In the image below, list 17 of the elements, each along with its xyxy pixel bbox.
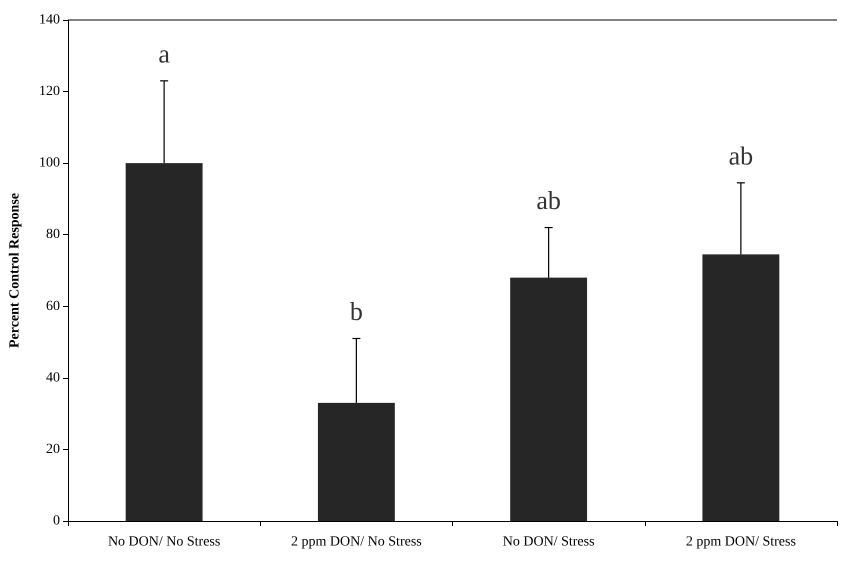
y-tick-label: 0 [53,514,60,528]
y-tick-label: 80 [46,227,60,242]
x-tick-label: 2 ppm DON/ Stress [686,534,796,550]
y-axis-title: Percent Control Response [8,192,22,348]
x-tick-label: 2 ppm DON/ No Stress [291,534,422,550]
annotation: b [350,296,363,326]
annotation: ab [536,186,561,216]
x-tick-label: No DON/ Stress [502,534,595,550]
y-tick-label: 140 [39,12,60,28]
y-tick-label: 100 [39,156,60,171]
y-tick-label: 40 [46,370,60,386]
y-tick-label: 60 [46,298,60,314]
annotation: ab [728,141,754,170]
y-tick-label: 120 [39,84,60,100]
annotation: a [158,39,170,68]
y-tick-label: 20 [46,442,60,457]
x-tick-label: No DON/ No Stress [108,534,220,550]
